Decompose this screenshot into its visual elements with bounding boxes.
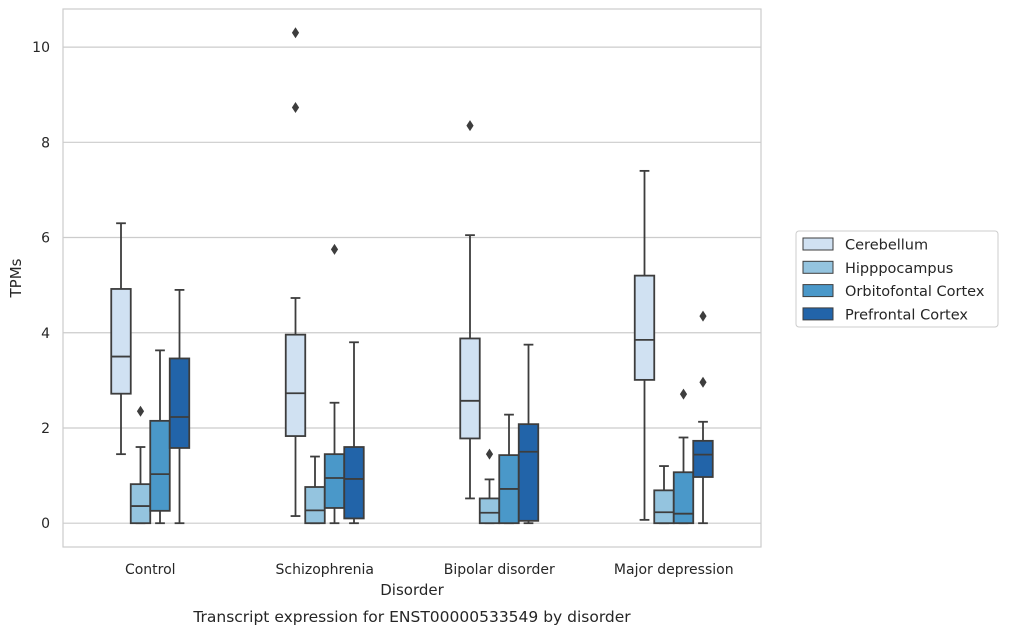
y-tick-label: 10 <box>32 40 50 56</box>
chart-caption: Transcript expression for ENST0000053354… <box>192 608 631 626</box>
legend-swatch <box>802 307 834 321</box>
box-iqr <box>517 423 540 522</box>
outlier-point <box>699 376 707 388</box>
box-prefrontal-cortex <box>692 310 714 525</box>
x-tick-label: Bipolar disorder <box>444 562 555 578</box>
y-tick-label: 2 <box>41 421 50 437</box>
outlier-point <box>136 405 145 417</box>
box-iqr <box>692 439 714 478</box>
box-prefrontal-cortex <box>343 341 365 525</box>
outlier-point <box>291 27 300 39</box>
box-iqr <box>129 483 152 525</box>
box-cerebellum <box>284 27 307 517</box>
y-tick-label: 8 <box>41 135 50 151</box>
outlier-point <box>330 243 339 255</box>
box-layer <box>110 27 714 525</box>
outlier-point <box>679 388 688 400</box>
y-tick-label: 4 <box>41 326 50 342</box>
box-iqr <box>110 288 132 395</box>
box-iqr <box>323 453 346 509</box>
box-iqr <box>459 337 481 440</box>
legend-label: Cerebellum <box>845 238 928 254</box>
box-iqr <box>672 471 695 525</box>
box-prefrontal-cortex <box>168 289 191 525</box>
legend-label: Orbitofontal Cortex <box>845 284 985 300</box>
outlier-point <box>466 120 474 132</box>
box-cerebellum <box>459 120 481 500</box>
x-tick-label: Control <box>125 562 176 578</box>
legend-swatch <box>802 284 834 298</box>
outlier-point <box>699 310 707 322</box>
box-prefrontal-cortex <box>517 343 540 525</box>
box-iqr <box>633 274 656 381</box>
legend-swatch <box>802 260 834 274</box>
box-iqr <box>168 357 191 449</box>
box-hipppocampus <box>653 465 675 525</box>
box-orbitofontal-cortex <box>323 243 346 525</box>
box-hipppocampus <box>129 405 152 525</box>
legend-label: Prefrontal Cortex <box>845 307 968 323</box>
outlier-point <box>291 102 300 114</box>
y-tick-labels: 0 2 4 6 8 10 <box>32 40 50 532</box>
x-tick-label: Schizophrenia <box>276 562 374 578</box>
box-iqr <box>304 486 326 525</box>
box-iqr <box>653 489 675 525</box>
outlier-point <box>485 448 494 460</box>
legend: Cerebellum Hipppocampus Orbitofontal Corte… <box>795 230 999 328</box>
box-iqr <box>149 419 171 512</box>
y-tick-label: 0 <box>41 516 50 532</box>
plot-frame <box>62 8 762 548</box>
box-orbitofontal-cortex <box>149 349 171 525</box>
x-tick-label: Major depression <box>614 562 734 578</box>
x-tick-labels: Control Schizophrenia Bipolar disorder Majo… <box>125 562 734 578</box>
legend-swatch <box>802 237 834 251</box>
box-cerebellum <box>633 169 656 521</box>
box-orbitofontal-cortex <box>672 388 695 525</box>
y-axis-label: TPMs <box>7 258 25 298</box>
legend-frame <box>795 230 999 328</box>
box-cerebellum <box>110 222 132 456</box>
y-tick-label: 6 <box>41 231 50 247</box>
box-iqr <box>478 497 501 525</box>
x-axis-label: Disorder <box>380 581 444 599</box>
legend-label: Hipppocampus <box>845 261 953 277</box>
box-iqr <box>284 333 307 437</box>
box-hipppocampus <box>478 448 501 525</box>
box-iqr <box>343 446 365 520</box>
